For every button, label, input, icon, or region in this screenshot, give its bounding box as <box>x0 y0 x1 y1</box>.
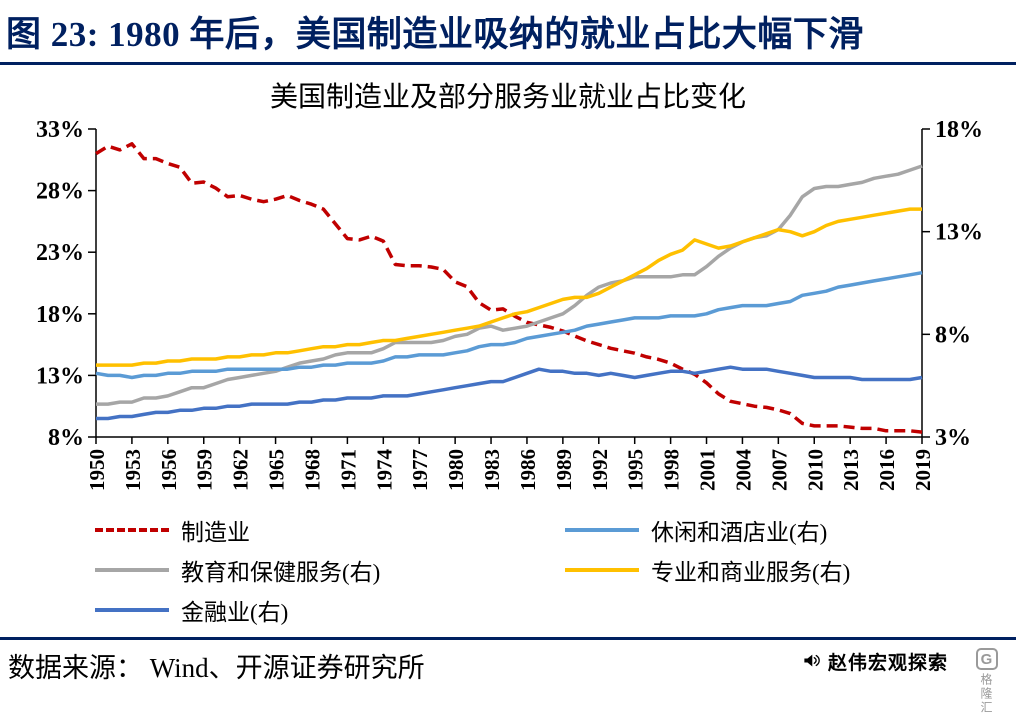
legend-label: 制造业 <box>181 520 250 545</box>
svg-text:1983: 1983 <box>480 449 504 491</box>
legend-item: 教育和保健服务(右) <box>95 553 565 587</box>
employment-share-line-chart: 8% 13% 18% 23% 28% 33% 3% 8% 13% 18% 1950 1953 1956 1… <box>36 117 983 492</box>
legend-item: 专业和商业服务(右) <box>565 553 1016 587</box>
svg-text:2013: 2013 <box>839 449 863 491</box>
svg-text:1962: 1962 <box>229 449 253 491</box>
svg-text:2010: 2010 <box>803 449 827 491</box>
speaker-icon <box>802 648 821 670</box>
svg-text:1998: 1998 <box>660 449 684 491</box>
footer-divider <box>0 637 1016 640</box>
chart-title: 美国制造业及部分服务业就业占比变化 <box>269 82 746 113</box>
svg-text:1953: 1953 <box>121 449 145 491</box>
legend-line-sample <box>565 528 639 532</box>
svg-text:1968: 1968 <box>301 449 325 491</box>
svg-text:28%: 28% <box>36 179 84 205</box>
gelonghui-badge-icon: G <box>975 648 998 670</box>
legend-line-sample <box>95 568 169 572</box>
watermark-text: 赵伟宏观探索 <box>827 653 948 674</box>
svg-text:3%: 3% <box>935 425 971 451</box>
legend-line-sample <box>565 568 639 572</box>
gelonghui-logo-text: 格隆汇 <box>979 673 993 715</box>
legend-line-sample <box>95 608 169 612</box>
chart-legend: 制造业 休闲和酒店业(右) 教育和保健服务(右) 专业和商业服务(右) 金融业(右) <box>95 513 1016 627</box>
legend-item: 制造业 <box>95 513 565 547</box>
svg-text:1965: 1965 <box>265 449 289 491</box>
svg-text:1980: 1980 <box>444 449 468 491</box>
research-figure-page: 图 23: 1980 年后，美国制造业吸纳的就业占比大幅下滑 美国制造业及部分服… <box>0 15 1016 715</box>
svg-text:1956: 1956 <box>157 449 181 491</box>
svg-text:1974: 1974 <box>372 449 396 492</box>
svg-text:1977: 1977 <box>408 449 432 491</box>
gelonghui-logo: G 格隆汇 <box>961 648 1012 715</box>
footer: 数据来源： Wind、开源证券研究所 赵伟宏观探索 G 格隆汇 <box>0 640 1016 715</box>
svg-text:2007: 2007 <box>767 449 791 491</box>
svg-text:2001: 2001 <box>696 449 720 491</box>
svg-text:13%: 13% <box>36 363 84 389</box>
svg-text:1959: 1959 <box>193 449 217 491</box>
figure-caption: 图 23: 1980 年后，美国制造业吸纳的就业占比大幅下滑 <box>6 15 864 54</box>
svg-text:33%: 33% <box>36 117 84 143</box>
svg-text:2019: 2019 <box>911 449 935 491</box>
legend-label: 休闲和酒店业(右) <box>651 520 828 545</box>
data-source: 数据来源： Wind、开源证券研究所 <box>8 653 425 683</box>
header-divider <box>0 62 1016 65</box>
svg-text:1986: 1986 <box>516 449 540 491</box>
svg-text:1971: 1971 <box>336 449 360 491</box>
legend-label: 专业和商业服务(右) <box>651 560 851 585</box>
svg-text:1950: 1950 <box>85 449 109 491</box>
svg-text:23%: 23% <box>36 240 84 266</box>
legend-label: 金融业(右) <box>181 600 289 625</box>
svg-text:13%: 13% <box>935 220 983 246</box>
svg-text:1995: 1995 <box>624 449 648 491</box>
svg-text:8%: 8% <box>48 425 84 451</box>
svg-text:18%: 18% <box>935 117 983 143</box>
svg-text:18%: 18% <box>36 302 84 328</box>
svg-text:1992: 1992 <box>588 449 612 491</box>
legend-item: 金融业(右) <box>95 593 565 627</box>
legend-item: 休闲和酒店业(右) <box>565 513 1016 547</box>
svg-text:2016: 2016 <box>875 449 899 491</box>
watermark: 赵伟宏观探索 G 格隆汇 <box>802 646 1012 715</box>
svg-text:8%: 8% <box>935 322 971 348</box>
legend-line-sample <box>95 528 169 532</box>
legend-label: 教育和保健服务(右) <box>181 560 381 585</box>
svg-text:2004: 2004 <box>731 449 755 492</box>
svg-text:1989: 1989 <box>552 449 576 491</box>
